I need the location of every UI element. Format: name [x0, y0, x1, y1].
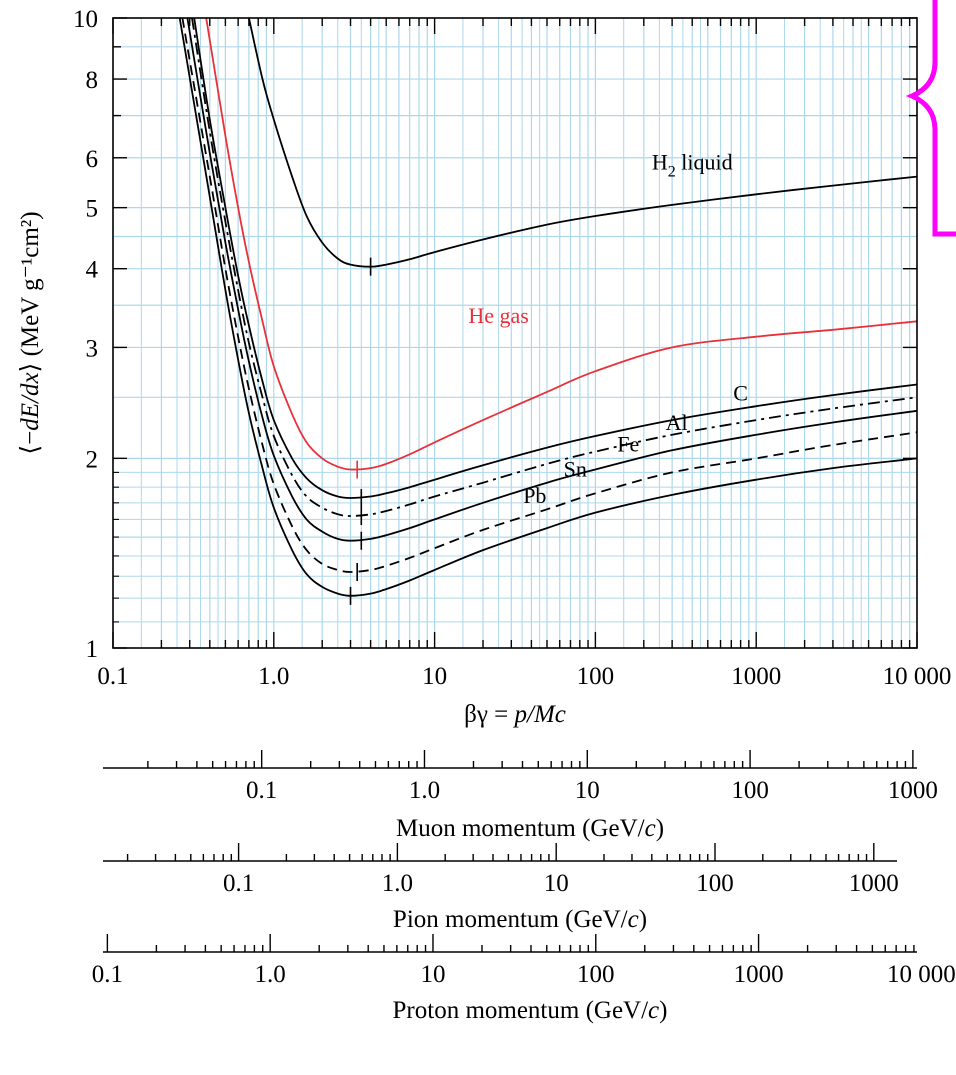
curve-label-al: Al: [666, 410, 688, 435]
momentum-tick-label-pion: 10: [544, 870, 569, 897]
y-tick-label: 4: [86, 257, 99, 284]
x-tick-label: 100: [577, 663, 615, 690]
momentum-tick-label-proton: 10 000: [887, 961, 956, 988]
curve-c: [193, 17, 918, 499]
momentum-tick-label-pion: 100: [696, 870, 734, 897]
curve-label-c: C: [733, 381, 748, 406]
axis-ticks: 0.1 1.0 10 100 1000 10 000 1 2 3 4 5 6 8 10 βγ = p/Mc ⟨…: [17, 6, 951, 728]
curve-label-h2-liquid: H2 liquid: [652, 149, 733, 180]
momentum-tick-label-muon: 0.1: [246, 777, 277, 804]
momentum-tick-label-pion: 1000: [849, 870, 899, 897]
momentum-tick-label-muon: 1000: [888, 777, 938, 804]
momentum-axis-title-pion: Pion momentum (GeV/c): [393, 906, 647, 933]
curve-label-fe: Fe: [617, 432, 639, 457]
momentum-scales: 0.1 1.0 10 100 1000 Muon momentum (GeV/c) 0.1 1…: [92, 750, 956, 1024]
curve-al: [191, 17, 918, 517]
curve-sn: [181, 17, 918, 573]
y-tick-label: 6: [86, 146, 99, 173]
curve-labels: H2 liquid He gas C Al Fe Sn Pb: [468, 149, 748, 507]
momentum-tick-label-proton: 1000: [734, 961, 784, 988]
y-tick-label: 8: [86, 67, 99, 94]
momentum-axis-title-muon: Muon momentum (GeV/c): [396, 815, 664, 842]
y-tick-label: 2: [86, 446, 99, 473]
x-tick-label: 10 000: [883, 663, 952, 690]
momentum-tick-label-muon: 1.0: [409, 777, 440, 804]
curve-h2-liquid: [248, 17, 918, 268]
curves: [178, 17, 918, 605]
momentum-tick-label-proton: 0.1: [92, 961, 123, 988]
momentum-tick-label-proton: 1.0: [255, 961, 286, 988]
momentum-tick-label-pion: 1.0: [382, 870, 413, 897]
curly-brace-annotation: [905, 0, 956, 237]
momentum-axis-title-proton: Proton momentum (GeV/c): [393, 997, 668, 1024]
y-axis-title: ⟨−dE/dx⟩ (MeV g⁻¹cm²): [17, 211, 44, 454]
y-tick-label: 10: [73, 6, 98, 33]
momentum-tick-label-muon: 10: [575, 777, 600, 804]
momentum-tick-label-proton: 100: [577, 961, 615, 988]
y-tick-label: 3: [86, 335, 99, 362]
x-tick-label: 0.1: [97, 663, 128, 690]
plot-frame: [112, 17, 918, 649]
momentum-tick-label-proton: 10: [420, 961, 445, 988]
y-tick-label: 5: [86, 196, 99, 223]
x-tick-label: 1000: [731, 663, 781, 690]
curve-label-he-gas: He gas: [468, 303, 528, 328]
curve-label-pb: Pb: [523, 483, 546, 508]
momentum-tick-label-muon: 100: [731, 777, 769, 804]
momentum-tick-label-pion: 0.1: [223, 870, 254, 897]
curve-fe: [186, 17, 918, 542]
y-tick-label: 1: [86, 636, 99, 663]
curve-label-sn: Sn: [564, 457, 587, 482]
x-tick-label: 1.0: [258, 663, 289, 690]
x-tick-label: 10: [422, 663, 447, 690]
grid: [112, 18, 917, 648]
x-axis-title: βγ = p/Mc: [464, 701, 566, 728]
curve-he-gas: [205, 17, 918, 471]
